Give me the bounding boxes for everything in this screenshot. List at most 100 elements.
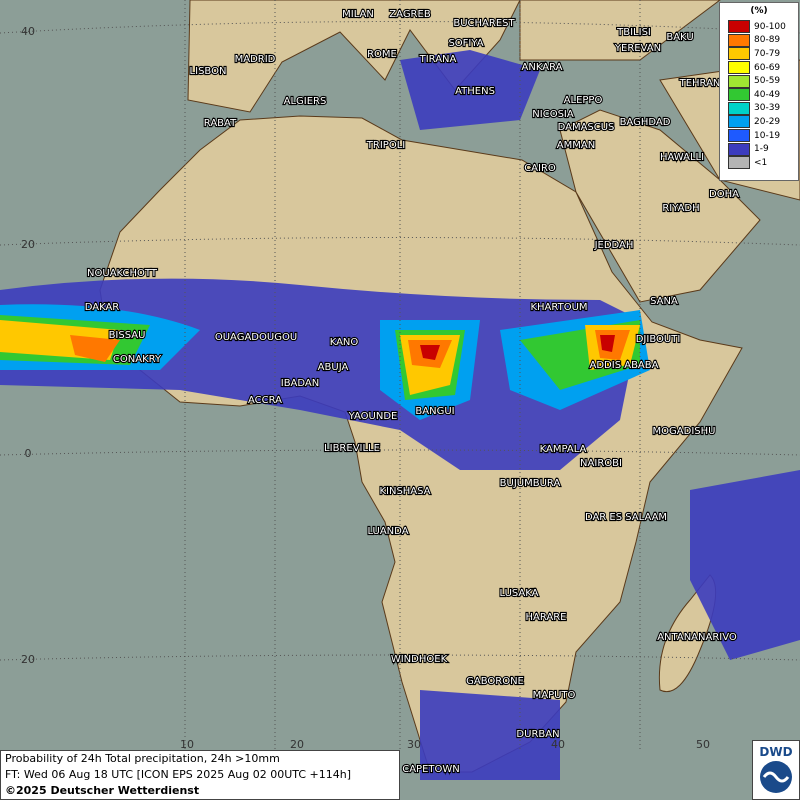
legend-row: 50-59 — [728, 74, 798, 88]
city-label: TRIPOLI — [366, 140, 405, 151]
city-label: LIBREVILLE — [324, 443, 380, 454]
city-label: BUCHAREST — [453, 18, 515, 29]
city-label: HAWALLI — [660, 152, 704, 163]
city-label: NICOSIA — [532, 109, 574, 120]
latitude-label: 20 — [21, 238, 35, 251]
city-label: KAMPALA — [540, 444, 587, 455]
city-label: LUANDA — [367, 526, 408, 537]
longitude-label: 40 — [551, 738, 565, 751]
city-label: MAPUTO — [533, 690, 576, 701]
city-label: BAGHDAD — [620, 117, 671, 128]
city-label: MILAN — [342, 9, 374, 20]
precipitation — [0, 50, 800, 780]
legend-swatch — [728, 142, 750, 156]
city-label: BAKU — [666, 32, 693, 43]
legend-label: 1-9 — [754, 144, 769, 155]
legend-label: 20-29 — [754, 116, 781, 127]
city-label: ZAGREB — [389, 9, 431, 20]
city-label: ACCRA — [248, 395, 282, 406]
legend-row: 10-19 — [728, 129, 798, 143]
city-label: RIYADH — [662, 203, 699, 214]
city-label: TIRANA — [419, 54, 457, 65]
legend-row: 40-49 — [728, 88, 798, 102]
city-label: NOUAKCHOTT — [87, 268, 158, 279]
logo-icon — [760, 761, 792, 793]
legend-label: <1 — [754, 157, 768, 168]
city-label: YEREVAN — [614, 43, 661, 54]
city-label: DJIBOUTI — [636, 334, 681, 345]
city-label: DURBAN — [516, 729, 559, 740]
city-label: WINDHOEK — [391, 654, 448, 665]
city-label: BISSAU — [109, 330, 146, 341]
legend-swatch — [728, 115, 750, 129]
legend-label: 50-59 — [754, 76, 781, 87]
city-label: ANTANANARIVO — [657, 632, 737, 643]
legend-label: 60-69 — [754, 62, 781, 73]
city-label: ANKARA — [522, 62, 563, 73]
city-label: DAR ES SALAAM — [585, 512, 667, 523]
city-label: ROME — [367, 49, 397, 60]
city-label: SANA — [650, 296, 678, 307]
legend-row: 90-100 — [728, 20, 798, 34]
legend-row: 70-79 — [728, 47, 798, 61]
legend-swatch — [728, 47, 750, 61]
city-label: KANO — [330, 337, 359, 348]
city-label: DAKAR — [85, 302, 120, 313]
footer-line: FT: Wed 06 Aug 18 UTC [ICON EPS 2025 Aug… — [5, 768, 351, 781]
legend-label: 40-49 — [754, 89, 781, 100]
city-label: CAPETOWN — [402, 764, 460, 775]
city-label: HARARE — [525, 612, 566, 623]
city-label: MADRID — [235, 54, 276, 65]
legend: (%) 90-100 80-89 70-79 60-69 50-59 40-49 30-39 2… — [719, 2, 799, 181]
city-label: BUJUMBURA — [500, 478, 561, 489]
city-label: LUSAKA — [500, 588, 539, 599]
city-label: OUAGADOUGOU — [215, 332, 297, 343]
graticule — [0, 0, 800, 750]
city-label: ALEPPO — [564, 95, 603, 106]
city-label: MOGADISHU — [653, 426, 716, 437]
legend-label: 80-89 — [754, 35, 781, 46]
city-label: ALGIERS — [284, 96, 327, 107]
city-label: IBADAN — [281, 378, 320, 389]
city-label: TEHRAN — [679, 78, 721, 89]
legend-swatch — [728, 20, 750, 34]
latitude-label: 0 — [25, 447, 32, 460]
footer-line: Probability of 24h Total precipitation, … — [5, 752, 280, 765]
logo-text: DWD — [759, 745, 793, 759]
city-label: RABAT — [204, 118, 237, 129]
city-label: KHARTOUM — [530, 302, 587, 313]
legend-label: 70-79 — [754, 48, 781, 59]
legend-swatch — [728, 61, 750, 75]
city-label: DOHA — [709, 189, 739, 200]
legend-row: 1-9 — [728, 142, 798, 156]
legend-row: <1 — [728, 156, 798, 170]
legend-swatch — [728, 33, 750, 47]
city-label: AMMAN — [557, 140, 595, 151]
city-label: LISBON — [190, 66, 227, 77]
legend-swatch — [728, 156, 750, 170]
city-label: ATHENS — [455, 86, 495, 97]
city-label: YAOUNDE — [348, 411, 398, 422]
legend-row: 80-89 — [728, 33, 798, 48]
legend-swatch — [728, 129, 750, 143]
legend-swatch — [728, 88, 750, 102]
legend-title: (%) — [750, 6, 768, 16]
city-label: BANGUI — [415, 406, 454, 417]
city-label: ABUJA — [318, 362, 349, 373]
city-labels: MILAN ZAGREB BUCHAREST TBILISI BAKU MADRID ROM… — [84, 8, 741, 776]
legend-label: 30-39 — [754, 103, 781, 114]
city-label: CONAKRY — [113, 354, 162, 365]
graticule-labels: 40 20 0 20 10 20 30 40 50 — [21, 25, 710, 751]
logo: DWD — [752, 740, 800, 800]
latitude-label: 20 — [21, 653, 35, 666]
longitude-label: 20 — [290, 738, 304, 751]
legend-row: 60-69 — [728, 61, 798, 75]
longitude-label: 30 — [407, 738, 421, 751]
legend-label: 10-19 — [754, 130, 781, 141]
legend-swatch — [728, 101, 750, 115]
footer-line: ©2025 Deutscher Wetterdienst — [5, 784, 200, 797]
city-label: NAIROBI — [580, 458, 622, 469]
city-label: CAIRO — [524, 163, 556, 174]
